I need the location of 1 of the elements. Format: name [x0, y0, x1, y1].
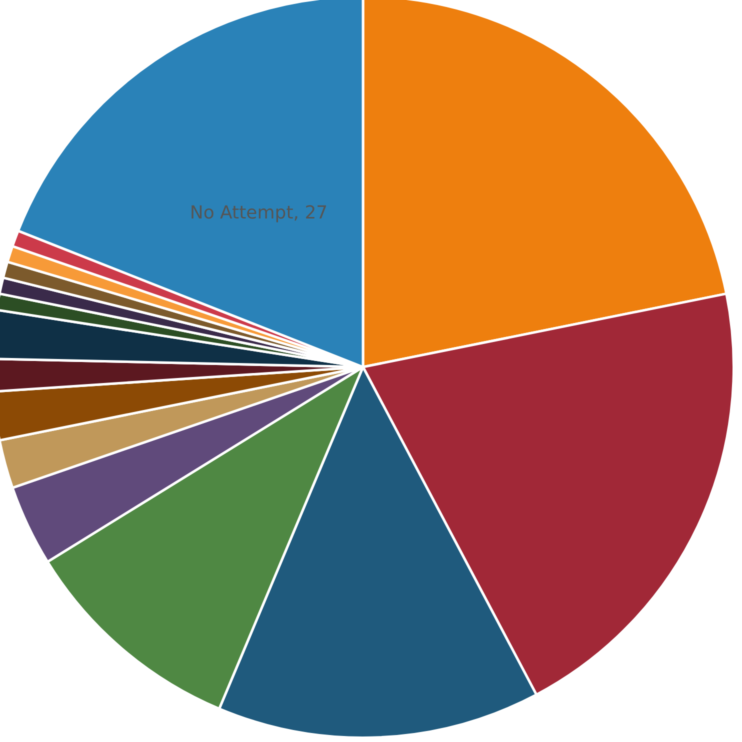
- slice-label: No Attempt, 27: [190, 202, 328, 224]
